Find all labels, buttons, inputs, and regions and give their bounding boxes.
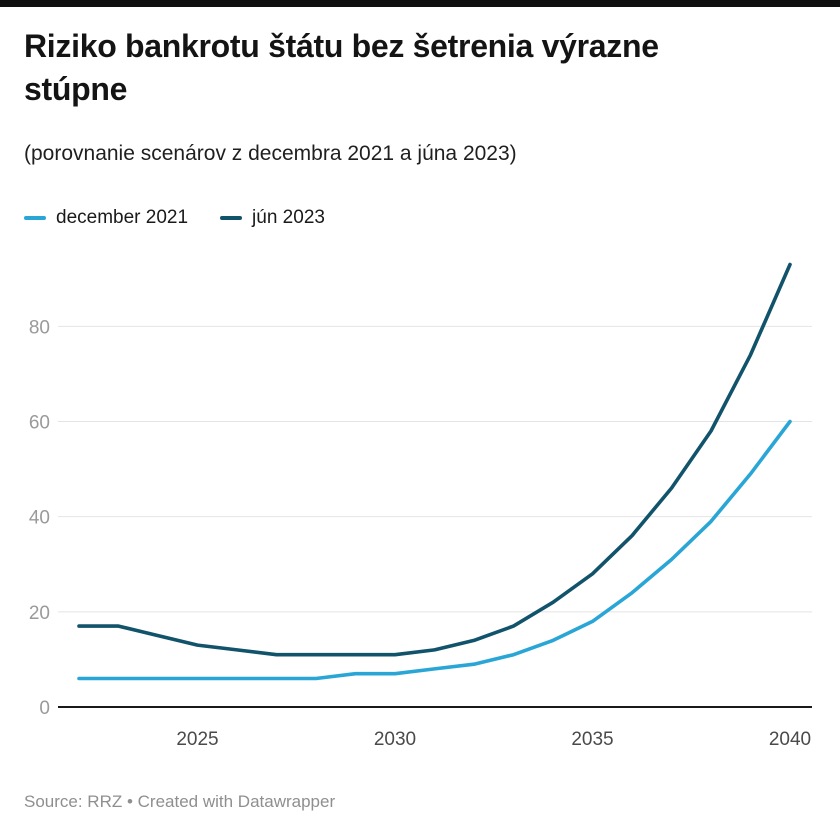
y-tick-label: 40 — [29, 507, 50, 528]
chart-subtitle: (porovnanie scenárov z decembra 2021 a j… — [24, 142, 517, 166]
x-tick-label: 2030 — [374, 729, 416, 750]
legend-label-jun-2023: jún 2023 — [252, 206, 325, 228]
y-axis-labels: 0 20 40 60 80 — [29, 317, 50, 719]
chart-legend: december 2021 jún 2023 — [24, 207, 816, 229]
series-line-0 — [77, 419, 792, 680]
legend-item-jun-2023: jún 2023 — [220, 207, 325, 229]
legend-swatch-december-2021 — [24, 215, 46, 220]
x-tick-label: 2025 — [176, 729, 218, 750]
x-tick-label: 2035 — [571, 729, 613, 750]
y-tick-label: 20 — [29, 602, 50, 623]
x-axis-labels: 2025 2030 2035 2040 — [176, 729, 811, 750]
top-accent-bar — [0, 0, 840, 7]
chart-area: 0 20 40 60 80 2025 2030 2035 2040 — [0, 245, 840, 762]
legend-label-december-2021: december 2021 — [56, 206, 189, 228]
legend-item-december-2021: december 2021 — [24, 207, 188, 229]
chart-title: Riziko bankrotu štátu bez šetrenia výraz… — [24, 28, 659, 108]
series-line-1 — [77, 262, 792, 657]
source-attribution: Source: RRZ • Created with Datawrapper — [24, 791, 336, 811]
x-tick-label: 2040 — [769, 729, 811, 750]
legend-swatch-jun-2023 — [220, 215, 243, 220]
y-tick-label: 60 — [29, 412, 50, 433]
chart-header: Riziko bankrotu štátu bez šetrenia výraz… — [0, 7, 840, 229]
y-tick-label: 0 — [39, 698, 50, 719]
series-lines-group — [77, 262, 792, 680]
gridlines-group — [58, 325, 812, 708]
y-tick-label: 80 — [29, 317, 50, 338]
